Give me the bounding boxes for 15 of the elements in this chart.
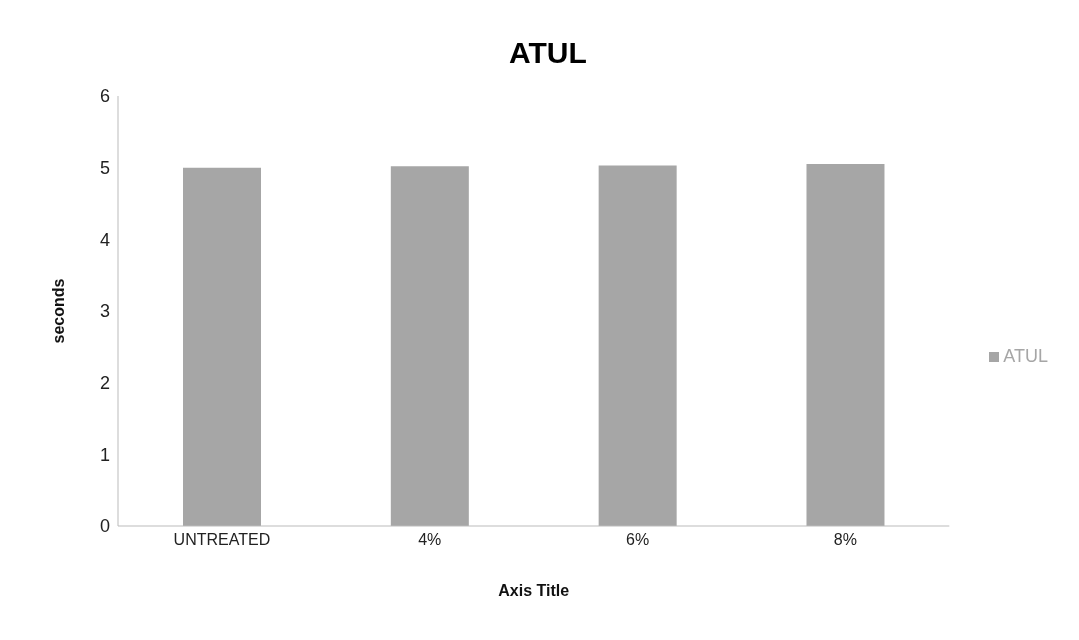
y-axis-title: seconds (49, 278, 67, 344)
legend-label: ATUL (1003, 345, 1048, 366)
y-tick-label: 4 (99, 229, 110, 250)
y-tick-label: 0 (99, 516, 110, 537)
y-tick-label: 5 (99, 158, 110, 179)
y-tick-label: 1 (99, 444, 110, 465)
x-tick-label: 4% (418, 531, 442, 549)
chart-title: ATUL (508, 35, 588, 71)
y-tick-label: 2 (99, 373, 110, 394)
y-tick-label: 3 (99, 301, 110, 322)
x-tick-label: UNTREATED (173, 531, 271, 549)
x-tick-label: 6% (626, 531, 650, 549)
y-tick-label: 6 (99, 86, 110, 107)
x-axis-title: Axis Title (498, 582, 570, 599)
x-tick-label: 8% (833, 531, 857, 549)
